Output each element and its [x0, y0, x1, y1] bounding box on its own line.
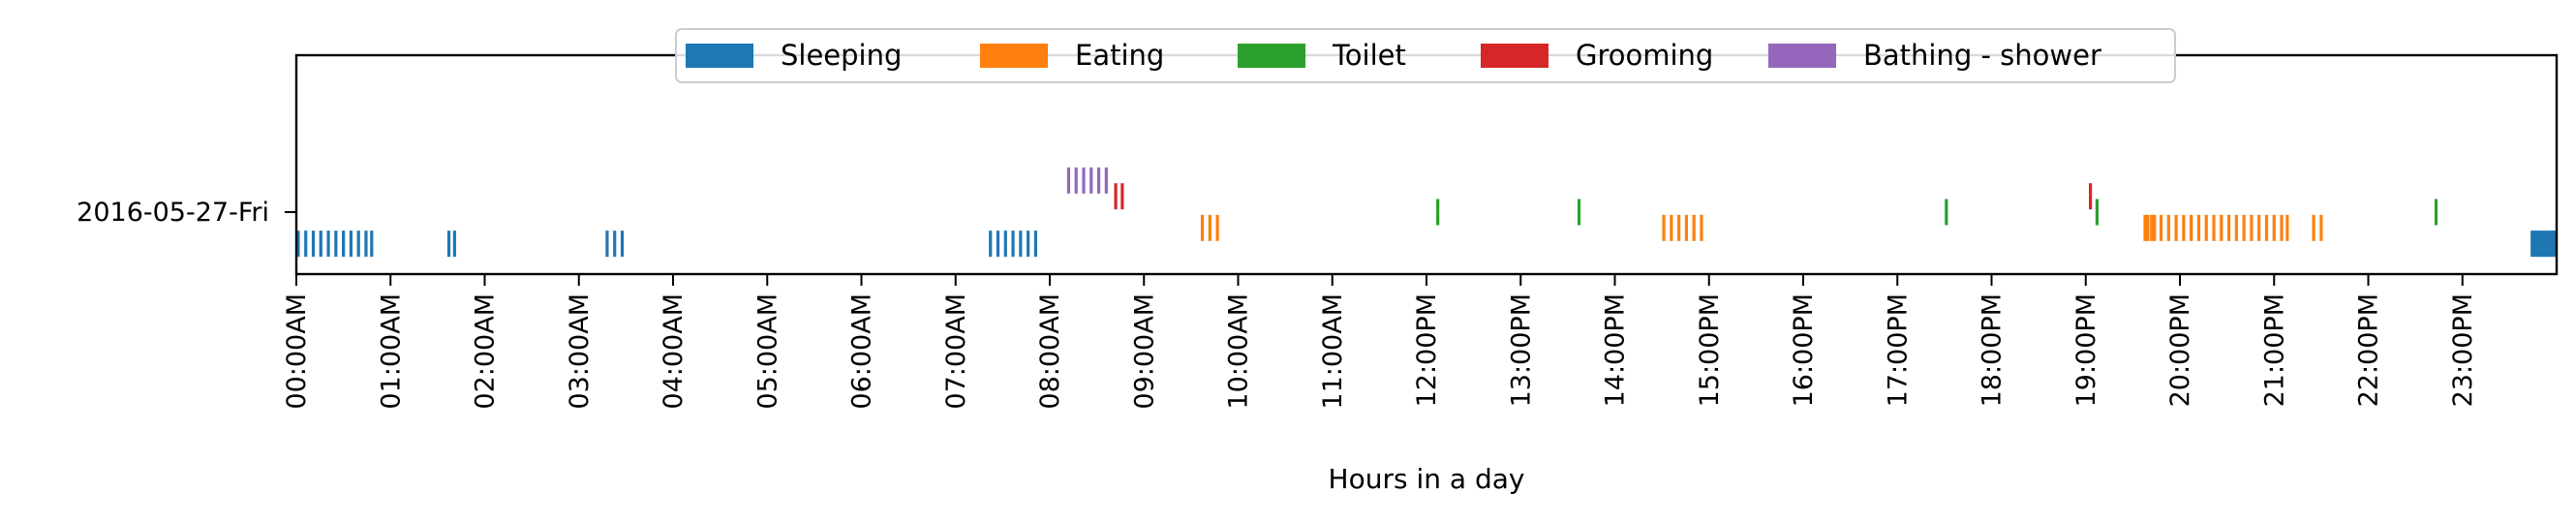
x-tick-label: 01:00AM	[376, 293, 406, 410]
y-axis: 2016-05-27-Fri	[77, 198, 296, 228]
legend-label: Sleeping	[781, 39, 902, 72]
x-tick-label: 17:00PM	[1883, 293, 1913, 407]
legend-swatch	[980, 44, 1048, 68]
x-tick-label: 20:00PM	[2165, 293, 2195, 407]
legend-label: Toilet	[1332, 39, 1406, 72]
x-tick-label: 12:00PM	[1412, 293, 1442, 407]
x-tick-label: 13:00PM	[1506, 293, 1536, 407]
x-tick-label: 21:00PM	[2259, 293, 2289, 407]
legend-label: Grooming	[1576, 39, 1713, 72]
x-tick-label: 16:00PM	[1789, 293, 1819, 407]
x-tick-label: 08:00AM	[1035, 293, 1065, 410]
x-tick-label: 10:00AM	[1224, 293, 1254, 410]
legend-swatch	[1768, 44, 1836, 68]
x-tick-label: 15:00PM	[1695, 293, 1725, 407]
x-tick-label: 07:00AM	[941, 293, 971, 410]
x-tick-label: 02:00AM	[471, 293, 501, 410]
x-tick-label: 04:00AM	[659, 293, 689, 410]
legend: Sleeping Eating Toilet Grooming Bathing - sh…	[675, 28, 2176, 83]
y-tick-label: 2016-05-27-Fri	[77, 198, 269, 228]
x-tick-label: 14:00PM	[1601, 293, 1631, 407]
x-tick-label: 09:00AM	[1129, 293, 1159, 410]
legend-swatch	[1481, 44, 1549, 68]
x-tick-label: 23:00PM	[2448, 293, 2478, 407]
event-marks	[296, 167, 2557, 258]
x-tick-label: 18:00PM	[1978, 293, 2008, 407]
x-tick-label: 19:00PM	[2071, 293, 2101, 407]
x-tick-label: 22:00PM	[2354, 293, 2384, 407]
x-tick-label: 00:00AM	[282, 293, 312, 410]
x-tick-label: 06:00AM	[847, 293, 877, 410]
legend-swatch	[1238, 44, 1305, 68]
plot-frame	[294, 53, 2559, 276]
x-axis: 00:00AM 01:00AM 02:00AM 03:00AM 04:00AM 05:00…	[282, 274, 2478, 410]
legend-label: Bathing - shower	[1863, 39, 2101, 72]
x-tick-label: 11:00AM	[1318, 293, 1348, 410]
legend-label: Eating	[1075, 39, 1164, 72]
legend-swatch	[686, 44, 753, 68]
x-tick-label: 05:00AM	[752, 293, 782, 410]
legend-box	[675, 28, 2176, 83]
x-tick-label: 03:00AM	[565, 293, 595, 410]
x-axis-label: Hours in a day	[1329, 463, 1525, 495]
